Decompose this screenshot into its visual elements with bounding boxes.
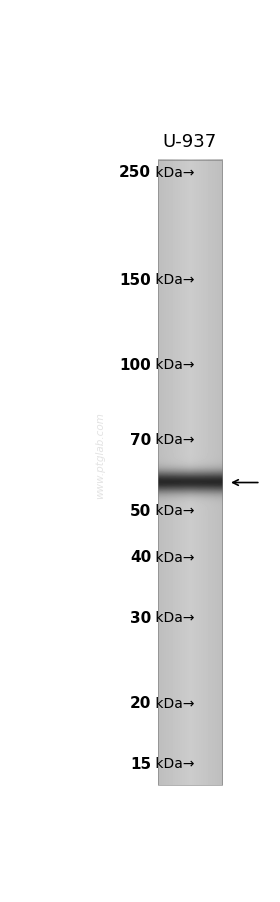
Text: kDa→: kDa→ [151,756,195,770]
Text: kDa→: kDa→ [151,503,195,518]
Text: kDa→: kDa→ [151,166,195,179]
Text: 15: 15 [130,756,151,771]
Text: kDa→: kDa→ [151,696,195,710]
Text: 40: 40 [130,550,151,565]
Text: kDa→: kDa→ [151,272,195,287]
Text: U-937: U-937 [162,133,217,151]
Text: 100: 100 [119,357,151,373]
Text: 50: 50 [130,503,151,518]
Text: kDa→: kDa→ [151,433,195,446]
Text: kDa→: kDa→ [151,550,195,565]
Text: 20: 20 [130,695,151,711]
Text: www.ptglab.com: www.ptglab.com [95,412,105,499]
Text: 70: 70 [130,432,151,447]
Bar [158,161,221,786]
Text: kDa→: kDa→ [151,611,195,625]
Text: 250: 250 [119,165,151,180]
Text: kDa→: kDa→ [151,358,195,372]
Text: 30: 30 [130,611,151,625]
Text: 150: 150 [119,272,151,288]
